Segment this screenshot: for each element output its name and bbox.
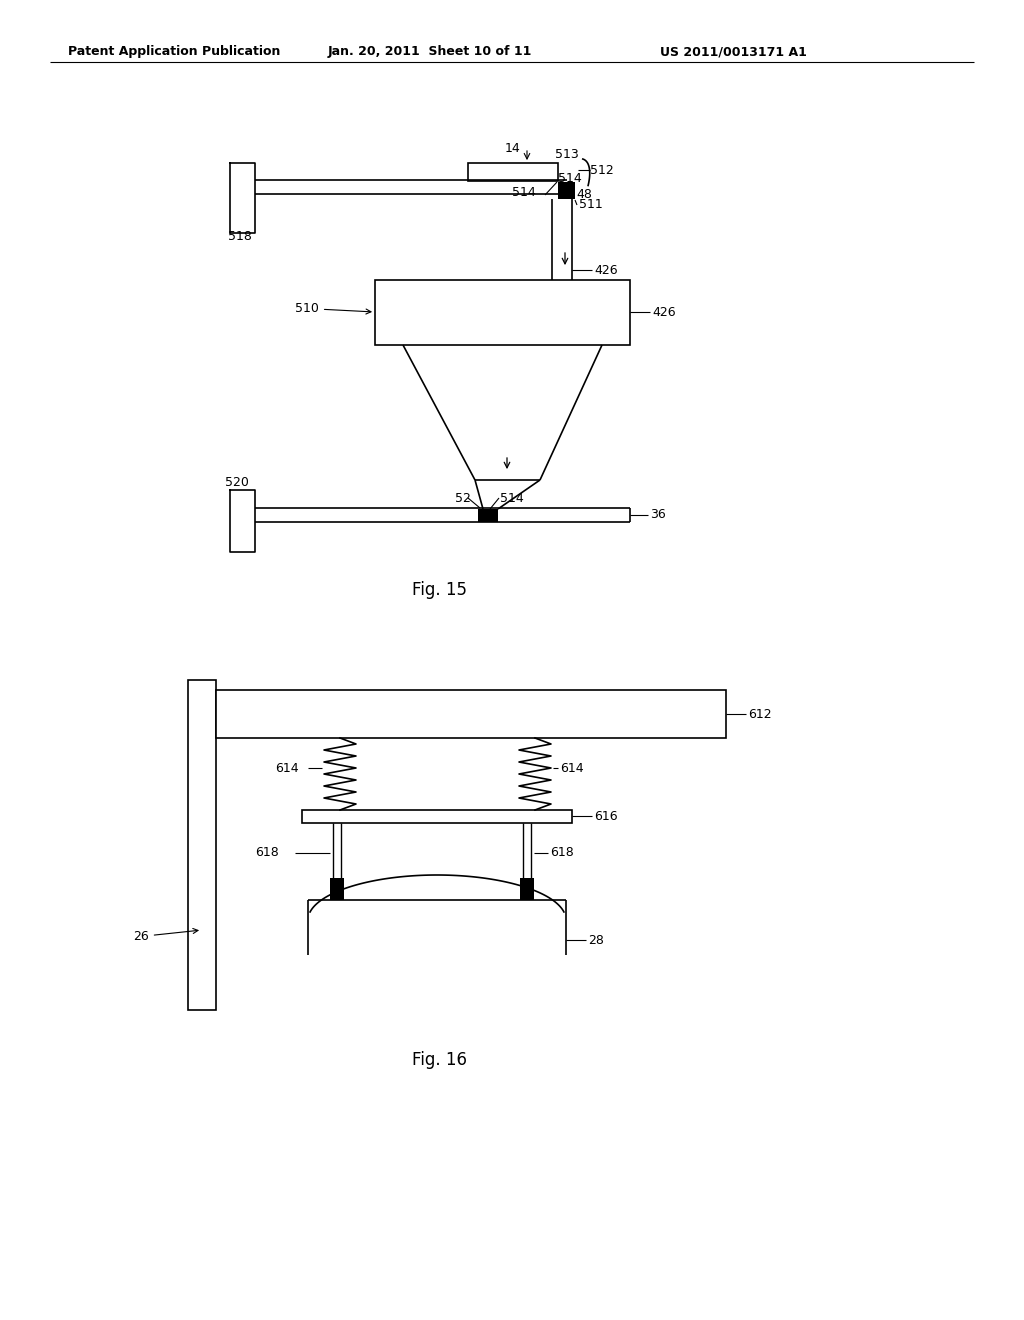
- Text: 510: 510: [295, 302, 371, 315]
- Text: 14: 14: [505, 141, 521, 154]
- Bar: [520, 878, 534, 900]
- Text: US 2011/0013171 A1: US 2011/0013171 A1: [660, 45, 807, 58]
- Text: 612: 612: [748, 708, 772, 721]
- Bar: [468, 162, 558, 181]
- Text: 520: 520: [225, 475, 249, 488]
- Text: 52: 52: [455, 491, 471, 504]
- Text: 614: 614: [560, 762, 584, 775]
- Text: Fig. 16: Fig. 16: [413, 1051, 468, 1069]
- Bar: [302, 810, 572, 822]
- Bar: [188, 680, 216, 1010]
- Bar: [216, 690, 726, 738]
- Bar: [330, 878, 344, 900]
- Text: 614: 614: [275, 762, 299, 775]
- Text: 514: 514: [500, 491, 523, 504]
- Text: 36: 36: [650, 508, 666, 521]
- Text: 514: 514: [558, 173, 582, 186]
- Text: 28: 28: [588, 933, 604, 946]
- Text: 514: 514: [512, 186, 536, 198]
- Text: Jan. 20, 2011  Sheet 10 of 11: Jan. 20, 2011 Sheet 10 of 11: [328, 45, 532, 58]
- Text: 26: 26: [133, 928, 198, 942]
- Text: 426: 426: [652, 305, 676, 318]
- Text: Patent Application Publication: Patent Application Publication: [68, 45, 281, 58]
- Text: 618: 618: [550, 846, 573, 859]
- Text: 512: 512: [590, 164, 613, 177]
- Bar: [478, 510, 498, 521]
- Text: 426: 426: [594, 264, 617, 276]
- Bar: [375, 280, 630, 345]
- Text: Fig. 15: Fig. 15: [413, 581, 468, 599]
- Text: 616: 616: [594, 809, 617, 822]
- Text: 618: 618: [255, 846, 279, 859]
- Text: 511: 511: [579, 198, 603, 211]
- Text: 518: 518: [228, 231, 252, 243]
- Text: 48: 48: [575, 187, 592, 201]
- Text: 513: 513: [555, 149, 579, 161]
- Bar: [558, 182, 575, 199]
